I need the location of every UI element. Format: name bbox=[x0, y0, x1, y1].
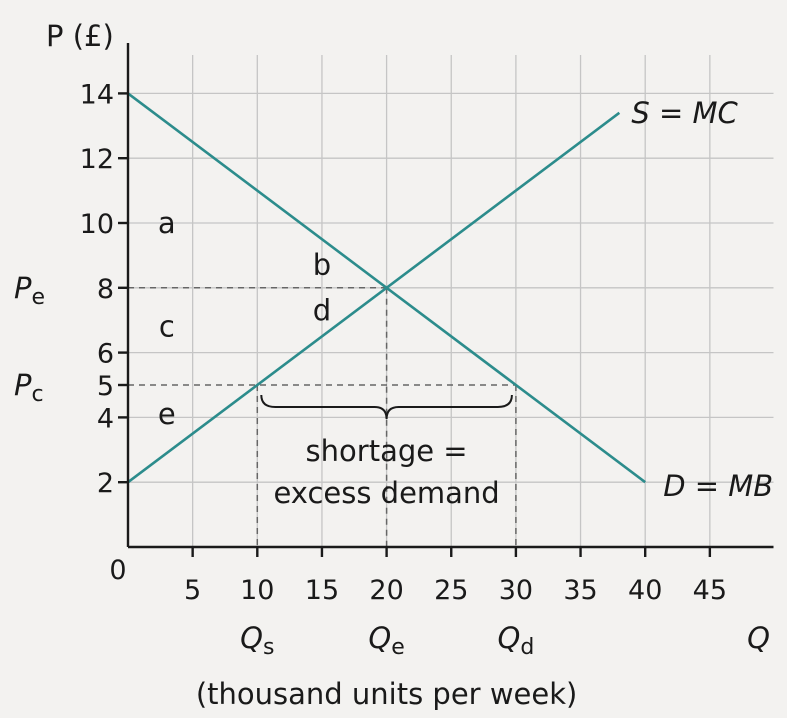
x-axis-symbol: Q bbox=[747, 621, 770, 655]
quantity-marker-main: Q bbox=[498, 621, 521, 655]
x-tick-label: 15 bbox=[305, 575, 339, 606]
y-tick-label: 12 bbox=[80, 144, 114, 175]
x-tick-label: 0 bbox=[109, 555, 126, 586]
area-label-c: c bbox=[159, 310, 175, 344]
quantity-marker-main: Q bbox=[240, 621, 263, 655]
price-marker-sub: e bbox=[32, 285, 46, 310]
quantity-marker-s: Qs bbox=[240, 621, 274, 660]
area-label-a: a bbox=[158, 206, 176, 240]
curves bbox=[127, 92, 646, 484]
price-marker-main: P bbox=[14, 271, 32, 305]
quantity-marker-sub: e bbox=[391, 635, 405, 660]
supply-curve bbox=[127, 111, 621, 484]
shortage-brace bbox=[260, 394, 513, 420]
y-tick-label: 14 bbox=[80, 79, 114, 110]
y-tick-label: 4 bbox=[97, 403, 114, 434]
x-tick-label: 5 bbox=[184, 575, 201, 606]
shortage-label: shortage = bbox=[306, 434, 468, 468]
quantity-marker-sub: s bbox=[263, 635, 274, 660]
quantity-marker-d: Qd bbox=[498, 621, 535, 660]
y-tick-label: 2 bbox=[97, 468, 114, 499]
y-tick-label: 6 bbox=[97, 339, 114, 370]
demand-curve-label: D = MB bbox=[663, 469, 773, 503]
price-marker-main: P bbox=[14, 368, 32, 402]
x-tick-label: 30 bbox=[499, 575, 533, 606]
y-tick-label: 8 bbox=[97, 274, 114, 305]
x-axis-label: (thousand units per week) bbox=[196, 677, 578, 711]
quantity-marker-main: Q bbox=[368, 621, 391, 655]
x-tick-label: 10 bbox=[240, 575, 274, 606]
area-label-e: e bbox=[158, 397, 176, 431]
price-marker-e: Pe bbox=[14, 271, 45, 310]
x-tick-label: 20 bbox=[369, 575, 403, 606]
supply-curve-label: S = MC bbox=[631, 96, 738, 130]
x-tick-label: 40 bbox=[628, 575, 662, 606]
grid bbox=[128, 55, 774, 547]
area-label-b: b bbox=[313, 248, 331, 282]
area-label-d: d bbox=[313, 293, 331, 327]
quantity-marker-sub: d bbox=[520, 635, 534, 660]
price-marker-sub: c bbox=[32, 382, 44, 407]
x-tick-label: 25 bbox=[434, 575, 468, 606]
x-tick-label: 45 bbox=[693, 575, 727, 606]
quantity-marker-e: Qe bbox=[368, 621, 404, 660]
y-axis-label: P (£) bbox=[46, 19, 114, 53]
reference-lines bbox=[128, 287, 517, 547]
demand-curve bbox=[127, 92, 646, 484]
y-tick-label: 5 bbox=[97, 371, 114, 402]
price-marker-c: Pc bbox=[14, 368, 44, 407]
excess-demand-label: excess demand bbox=[273, 476, 499, 510]
x-tick-label: 35 bbox=[563, 575, 597, 606]
y-tick-label: 10 bbox=[80, 209, 114, 240]
